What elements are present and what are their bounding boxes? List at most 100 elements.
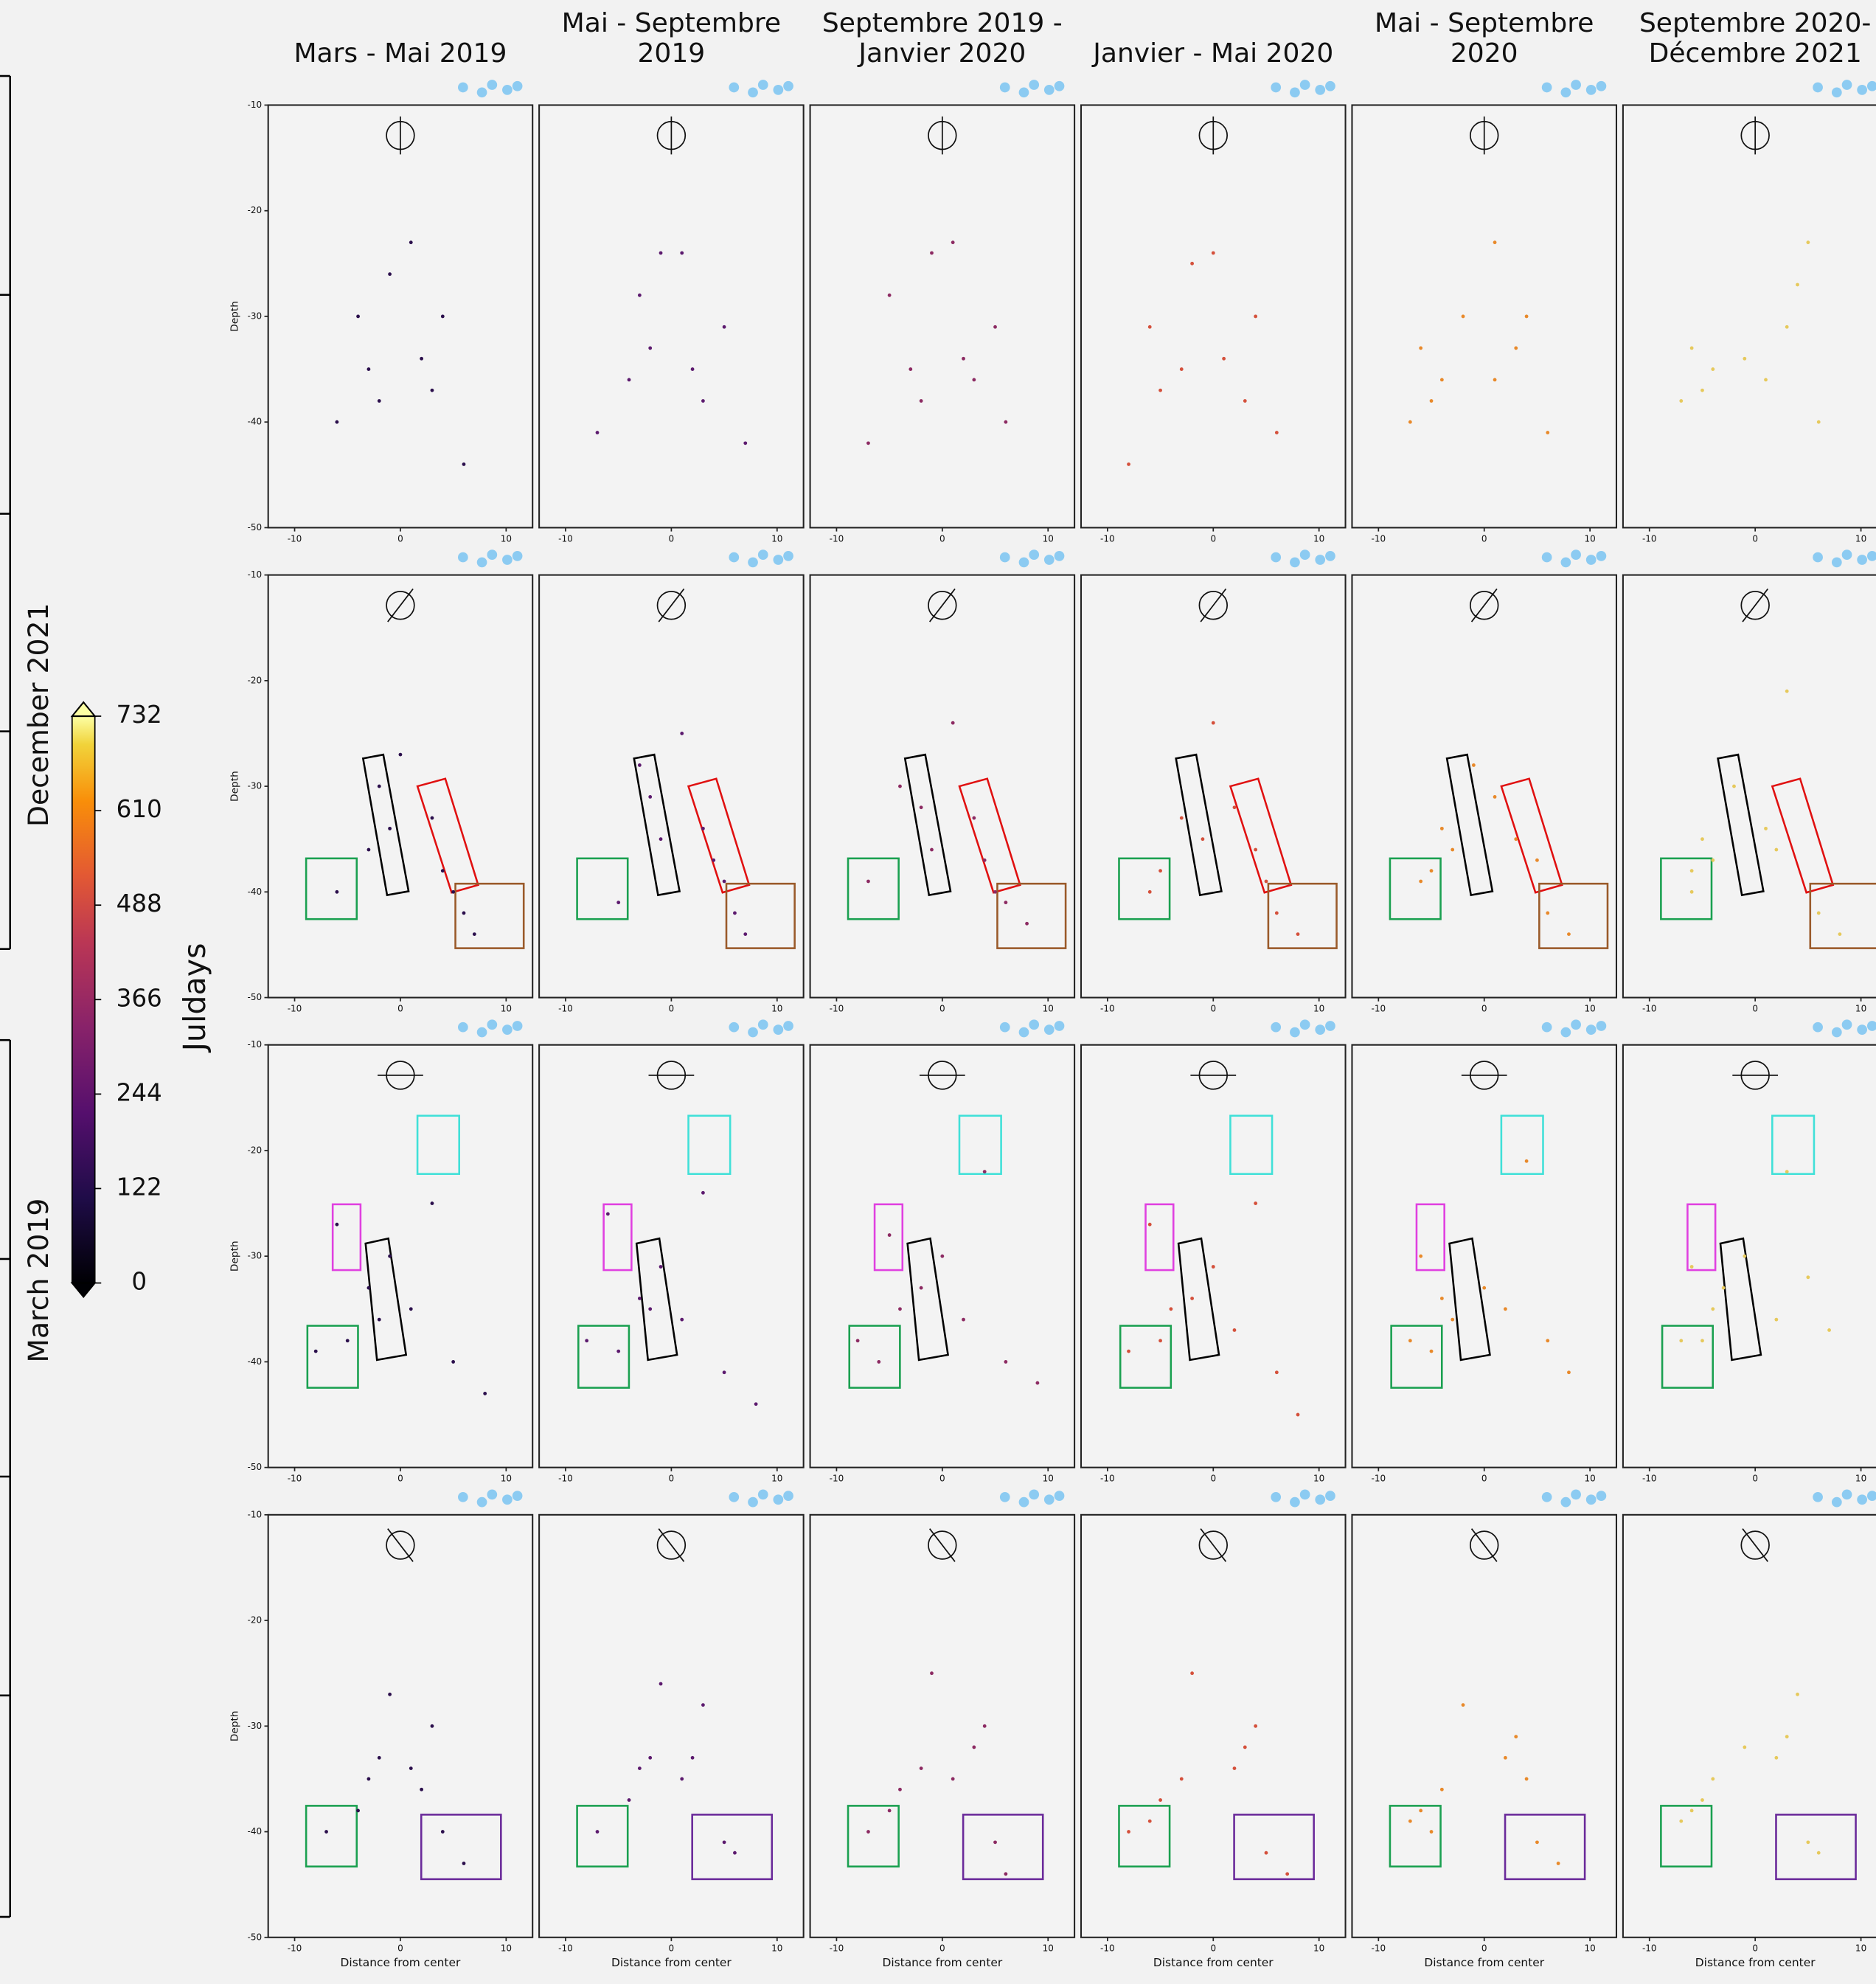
orientation-symbol [1198, 1530, 1229, 1560]
point [701, 1703, 705, 1707]
panel: -10 0 10 Distance from center [1080, 1489, 1347, 1969]
panel-frame [809, 1513, 1076, 1938]
point [440, 1830, 445, 1834]
point [909, 367, 913, 371]
y-tick-label: -10 [247, 1509, 262, 1519]
point [1408, 420, 1412, 424]
icon [773, 1494, 784, 1505]
x-tick-label: -10 [288, 533, 302, 544]
region-box [1660, 1805, 1713, 1867]
region-box [454, 882, 525, 949]
point [1732, 784, 1736, 788]
point [1419, 879, 1423, 884]
icon [512, 1491, 523, 1501]
icon [1585, 1494, 1597, 1505]
x-tick-label: -10 [1372, 1474, 1386, 1484]
point [451, 1360, 456, 1364]
point [951, 240, 955, 245]
point [648, 1755, 653, 1760]
point [1679, 399, 1684, 403]
point [659, 1265, 663, 1269]
x-tick-label: -10 [288, 1003, 302, 1013]
panel-frame [1622, 104, 1876, 529]
x-tick-label: 0 [1210, 1474, 1216, 1484]
y-tick-label: -30 [247, 1721, 262, 1731]
point [409, 1307, 413, 1311]
point [1689, 889, 1694, 894]
panel-title-text: Mars - Mai 2019 [293, 38, 507, 69]
icon [476, 1496, 487, 1508]
icon [1054, 550, 1065, 561]
x-axis-label: Distance from center [341, 1956, 461, 1969]
orientation-symbol [386, 1530, 415, 1560]
y-tick-label: -20 [247, 205, 262, 215]
panel: -10 0 10 Mai - Septembre 2020 [1351, 7, 1618, 544]
point [1493, 378, 1497, 382]
icon [773, 85, 784, 95]
point [1546, 1339, 1550, 1343]
icon [457, 82, 468, 93]
point [313, 1349, 318, 1353]
point [1567, 932, 1571, 937]
point [1838, 932, 1842, 937]
timeline-axis [0, 74, 12, 1918]
point [1700, 1798, 1704, 1802]
region-box [1448, 1237, 1491, 1362]
icon [1541, 82, 1552, 93]
point [595, 1830, 600, 1834]
point [420, 356, 424, 361]
panel: -10 0 10 -10 -20 -30 -40 -50 Depth [229, 549, 534, 1013]
point [1524, 1159, 1529, 1163]
icon [1831, 1027, 1842, 1038]
point [1546, 911, 1550, 915]
x-tick-label: -10 [1642, 1943, 1657, 1954]
region-box [1390, 1325, 1443, 1389]
point [1439, 1787, 1444, 1792]
icon [1560, 87, 1571, 98]
orientation-symbol [1470, 1530, 1499, 1560]
colorbar-tick-label: 488 [117, 889, 162, 918]
icon [1571, 549, 1581, 561]
point [919, 805, 923, 810]
point [1827, 1328, 1831, 1332]
region-box [1175, 753, 1223, 897]
point [1711, 1307, 1715, 1311]
point [605, 1212, 610, 1216]
icon [476, 557, 487, 568]
x-tick-label: -10 [1642, 1003, 1657, 1013]
point [993, 325, 997, 329]
point [1158, 1798, 1162, 1802]
point [1524, 1777, 1529, 1781]
orientation-symbol [1742, 1528, 1769, 1562]
region-box [1775, 1814, 1857, 1881]
y-tick-label: -40 [247, 887, 262, 897]
x-tick-label: 0 [397, 1474, 403, 1484]
point [1264, 879, 1268, 884]
point [637, 763, 642, 767]
point [366, 847, 371, 852]
x-tick-label: -10 [830, 1943, 844, 1954]
panel-frame [1080, 1513, 1347, 1938]
region-box [331, 1203, 362, 1272]
point [409, 1766, 413, 1770]
icon [457, 1022, 468, 1033]
point [1514, 1735, 1518, 1739]
point [659, 251, 663, 255]
point [1147, 325, 1152, 329]
panel: -10 0 10 Distance from center [1622, 1489, 1876, 1969]
point [1243, 399, 1247, 403]
panel: -10 0 10 -10 -20 -30 -40 -50 Depth Distance from … [229, 1489, 534, 1969]
region-box [1538, 882, 1609, 949]
icon [487, 80, 498, 90]
point [377, 1755, 381, 1760]
region-box [1389, 1805, 1442, 1867]
x-tick-label: 10 [1043, 1943, 1054, 1954]
point [887, 1808, 892, 1813]
point [1764, 378, 1768, 382]
icon [1299, 1489, 1310, 1500]
x-tick-label: -10 [1372, 533, 1386, 544]
orientation-symbol [386, 591, 415, 620]
icon [757, 80, 768, 90]
x-tick-label: 0 [1481, 1003, 1487, 1013]
